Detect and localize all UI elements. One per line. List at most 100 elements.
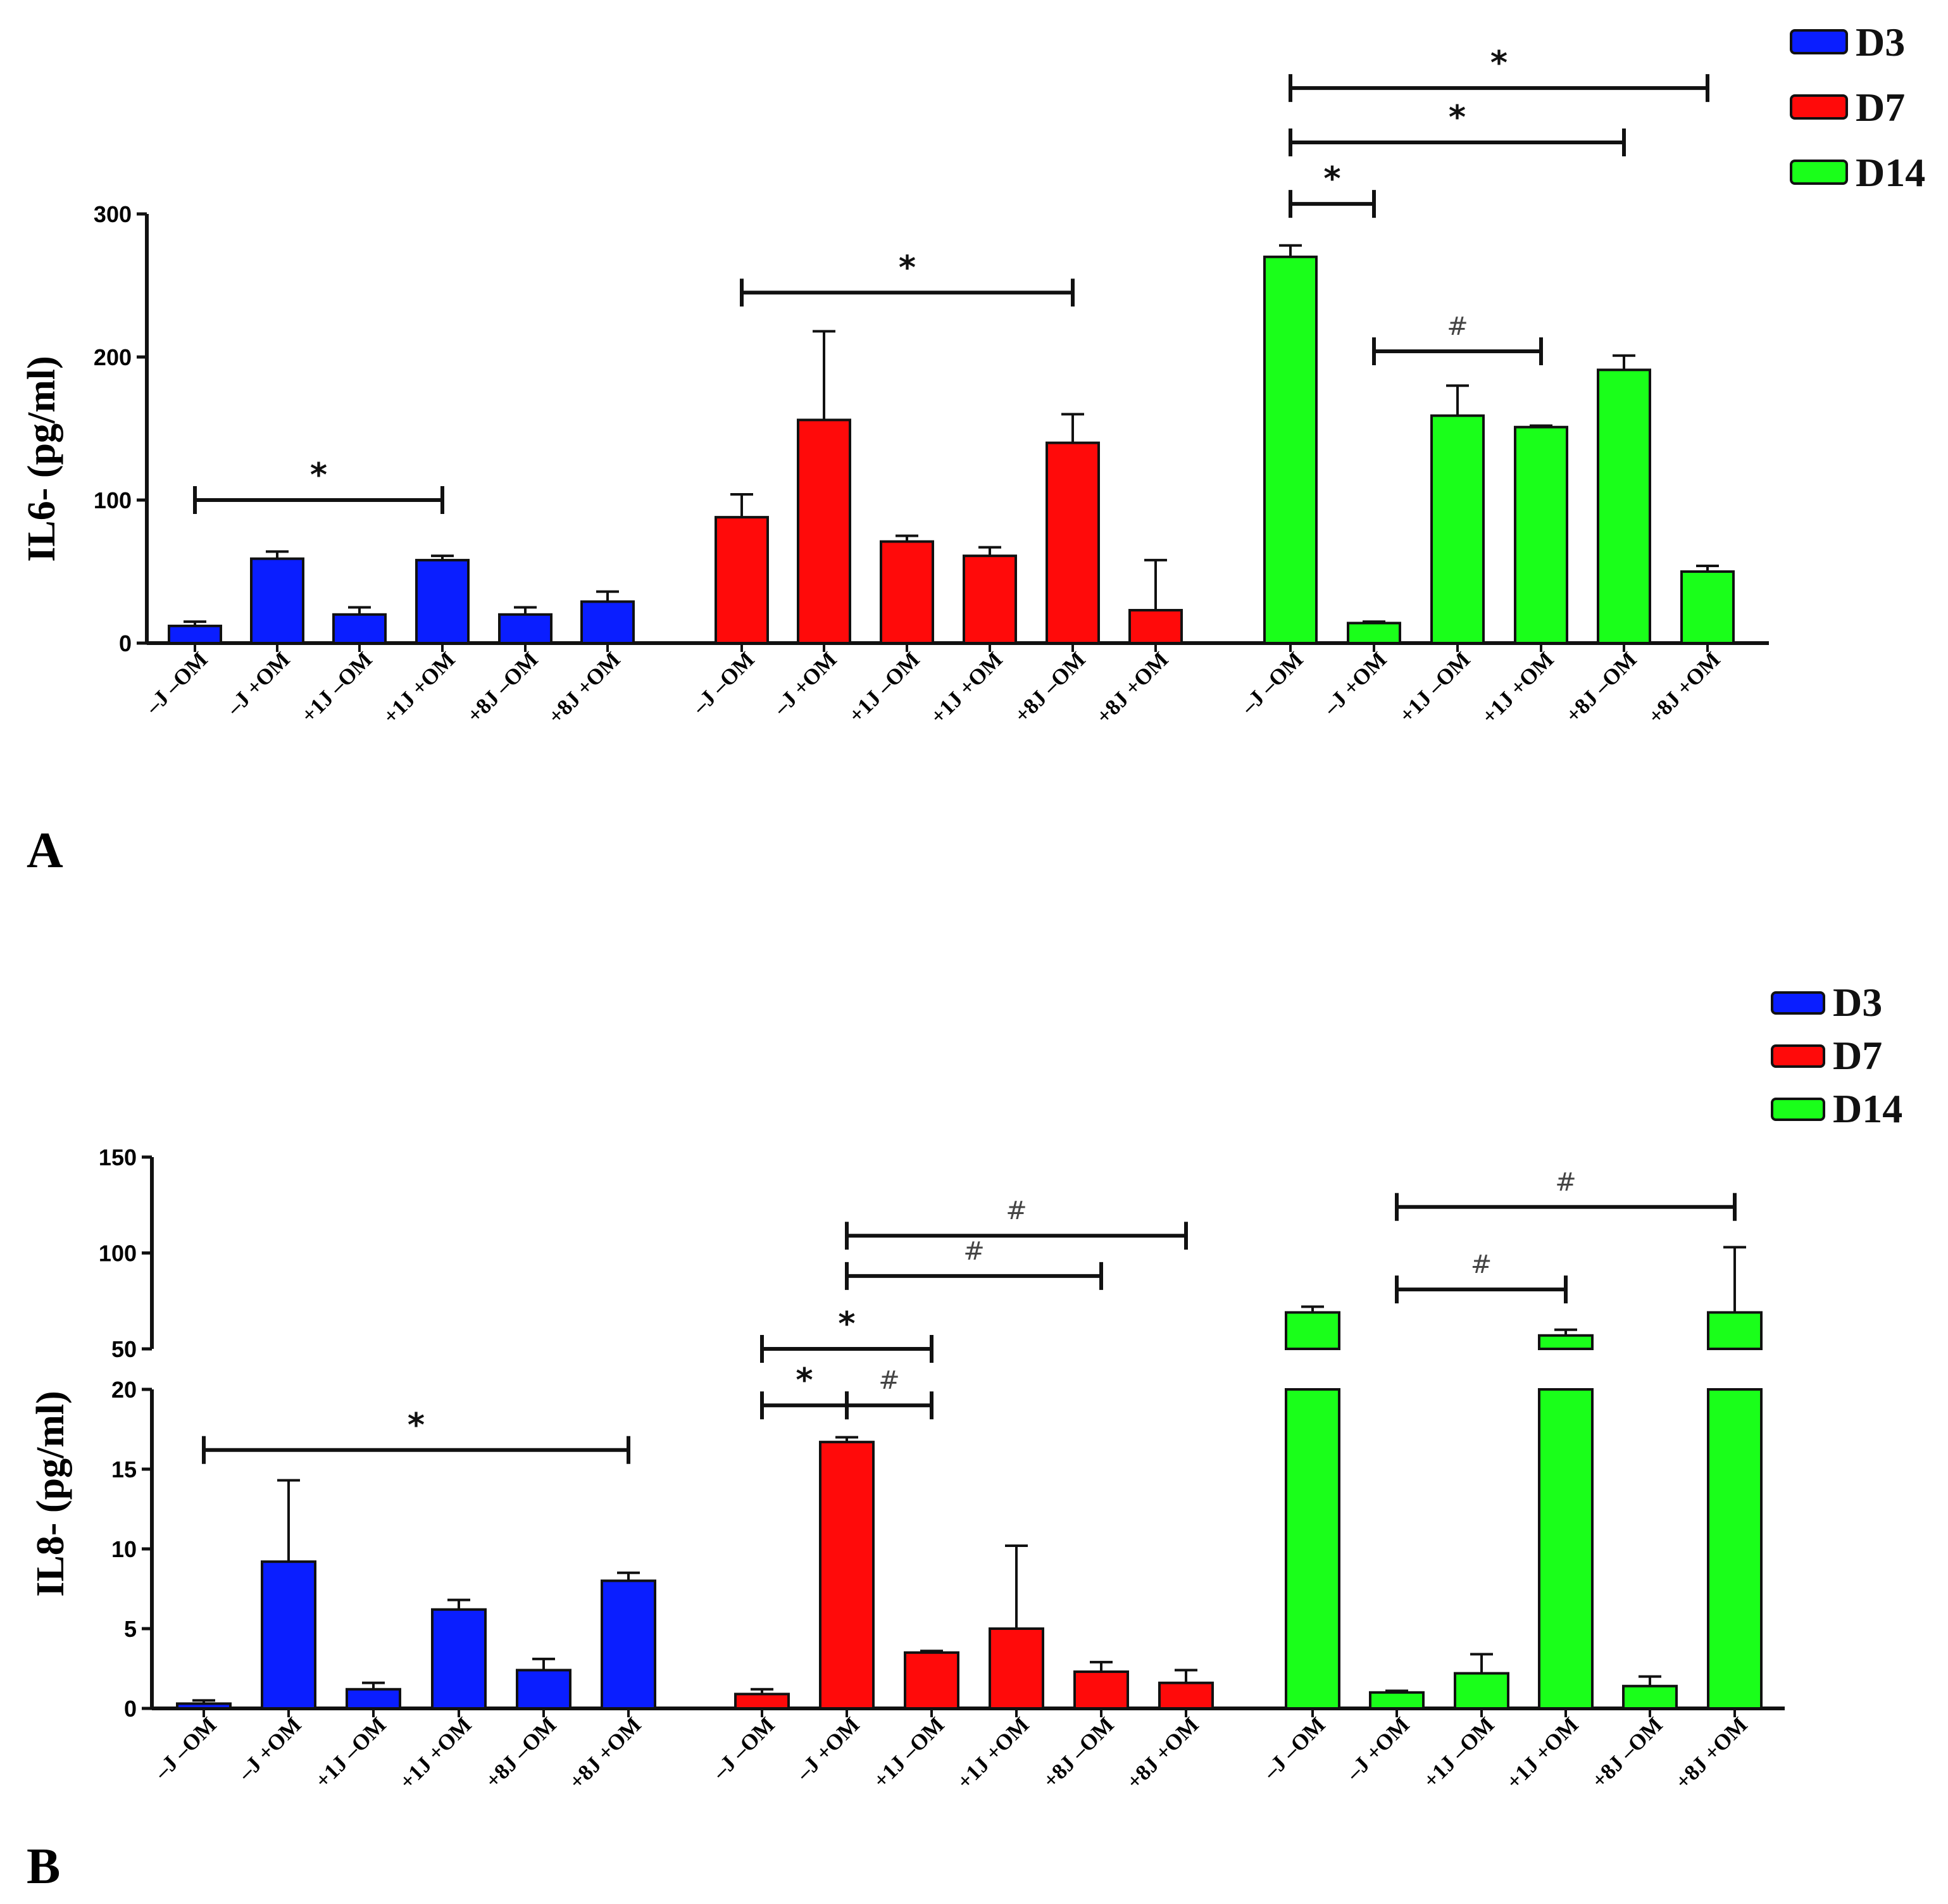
panel-b-bar-D7 [1158, 1681, 1214, 1710]
panel-a-category-label: +1J +OM [925, 647, 1007, 729]
panel-a-legend-swatch-D7 [1790, 94, 1848, 120]
panel-a-bar-D7 [963, 554, 1017, 645]
panel-a-category-label: +8J –OM [462, 647, 543, 728]
panel-a-category-label: +8J +OM [543, 647, 625, 729]
panel-b-category-label: +1J +OM [952, 1712, 1033, 1794]
panel-b-legend-swatch-D7 [1771, 1044, 1825, 1068]
panel-a-bar-D3 [250, 557, 304, 644]
panel-a-bar-D7 [797, 418, 851, 644]
panel-b-category-label: –J +OM [1341, 1712, 1414, 1786]
panel-a-category-label: +1J +OM [378, 647, 459, 729]
panel-a-bar-D14 [1680, 570, 1735, 644]
panel-b-category-label: +8J –OM [480, 1712, 561, 1793]
panel-b-category-label: +8J –OM [1038, 1712, 1119, 1793]
panel-a-ylabel: IL6- (pg/ml) [20, 356, 63, 562]
panel-b-category-label: +8J +OM [1121, 1712, 1203, 1794]
panel-b-category-label: –J +OM [233, 1712, 306, 1786]
panel-a-bar-D14 [1263, 255, 1318, 644]
panel-a-legend-label: D7 [1856, 85, 1905, 130]
panel-a-significance-star: * [1490, 44, 1508, 82]
panel-b-bar-D7 [819, 1441, 875, 1710]
panel-a-category-label: –J +OM [768, 647, 842, 720]
panel-b-category-label: +1J +OM [1501, 1712, 1583, 1794]
panel-b-ytick-label: 50 [111, 1336, 137, 1362]
panel-b-bar-D3 [176, 1702, 232, 1710]
panel-b-bar-D3 [516, 1669, 571, 1710]
panel-b-label: B [27, 1839, 60, 1895]
panel-b-significance-hash: # [878, 1366, 900, 1395]
panel-a-bar-D14 [1514, 425, 1568, 644]
panel-a-significance-star: * [1323, 160, 1340, 198]
panel-b-category-label: –J +OM [791, 1712, 865, 1786]
panel-b-legend-label: D3 [1833, 980, 1882, 1025]
panel-b-category-label: +1J –OM [868, 1712, 949, 1793]
panel-b-bar-D14-lower [1285, 1388, 1340, 1710]
panel-b-bar-D3 [431, 1608, 487, 1710]
panel-b-ytick-label: 0 [124, 1696, 137, 1722]
panel-b-significance-star: * [408, 1406, 425, 1444]
panel-a-legend-label: D14 [1856, 150, 1925, 195]
panel-a-bar-D7 [880, 540, 934, 644]
panel-b-significance-star: * [796, 1362, 813, 1400]
panel-a-bar-D3 [580, 600, 635, 645]
panel-b-category-label: –J –OM [707, 1712, 779, 1784]
panel-a-bar-D3 [332, 613, 387, 644]
panel-a-category-label: +1J –OM [1394, 647, 1475, 728]
panel-b-category-label: –J –OM [1258, 1712, 1330, 1784]
panel-a-category-label: +8J +OM [1091, 647, 1173, 729]
panel-b-legend-swatch-D14 [1771, 1098, 1825, 1121]
panel-a-bar-D7 [715, 516, 769, 644]
panel-b-bar-D3 [346, 1688, 401, 1710]
panel-b-ytick-label: 10 [111, 1536, 137, 1562]
panel-a-significance-hash: # [1447, 312, 1468, 341]
panel-a-category-label: +8J –OM [1561, 647, 1642, 728]
panel-a-ytick-label: 300 [94, 201, 132, 227]
panel-a-bar-D3 [415, 558, 470, 644]
panel-a-legend-swatch-D14 [1790, 160, 1848, 185]
panel-b-category-label: +1J +OM [394, 1712, 476, 1794]
panel-a-significance-star: * [310, 456, 327, 494]
panel-b-significance-hash: # [1006, 1196, 1027, 1225]
panel-a-significance-star: * [1449, 99, 1466, 137]
panel-b-bar-D3 [601, 1579, 656, 1710]
panel-a-significance-star: * [899, 249, 916, 287]
panel-a-bar-D3 [498, 613, 553, 644]
panel-b-legend-label: D14 [1833, 1086, 1902, 1131]
panel-b-bar-D7 [1073, 1670, 1129, 1710]
panel-b-bar-D7 [989, 1627, 1044, 1710]
panel-b-significance-star: * [838, 1305, 855, 1343]
panel-a-bar-D3 [168, 624, 222, 645]
panel-b-category-label: +8J +OM [1670, 1712, 1752, 1794]
panel-b-significance-hash: # [1555, 1168, 1577, 1197]
panel-b-bar-D14-lower [1707, 1388, 1763, 1710]
panel-b-bar-D14-lower [1538, 1388, 1594, 1710]
panel-b-bar-D14 [1538, 1334, 1594, 1351]
panel-b-category-label: +8J +OM [564, 1712, 646, 1794]
panel-b-legend-swatch-D3 [1771, 991, 1825, 1015]
panel-b-category-label: +1J –OM [310, 1712, 391, 1793]
panel-b-bar-D7 [904, 1651, 959, 1710]
panel-b-ytick-label: 15 [111, 1456, 137, 1482]
panel-b-bar-D14 [1707, 1311, 1763, 1350]
panel-a-label: A [27, 823, 63, 879]
panel-b-category-label: –J –OM [149, 1712, 221, 1784]
panel-a-category-label: +1J –OM [296, 647, 377, 728]
panel-b-ytick-label: 5 [124, 1616, 137, 1642]
panel-b-ytick-label: 100 [99, 1241, 137, 1267]
panel-b-bar-D7 [734, 1693, 790, 1710]
panel-a-category-label: –J –OM [1235, 647, 1308, 719]
panel-a-category-label: –J +OM [1318, 647, 1392, 720]
panel-a-bar-D14 [1347, 622, 1401, 644]
panel-a-legend-swatch-D3 [1790, 29, 1848, 54]
panel-a-bar-D7 [1046, 441, 1100, 644]
panel-b-significance-hash: # [1471, 1250, 1492, 1279]
panel-a-bar-D7 [1128, 609, 1183, 645]
panel-a-ytick-label: 0 [119, 630, 132, 656]
panel-a-category-label: +1J –OM [844, 647, 925, 728]
panel-b-bar-D14 [1285, 1311, 1340, 1350]
panel-a-category-label: +1J +OM [1477, 647, 1558, 729]
panel-b-legend-label: D7 [1833, 1033, 1882, 1078]
panel-b-bar-D3 [261, 1560, 316, 1710]
panel-b-ytick-label: 20 [111, 1377, 137, 1403]
